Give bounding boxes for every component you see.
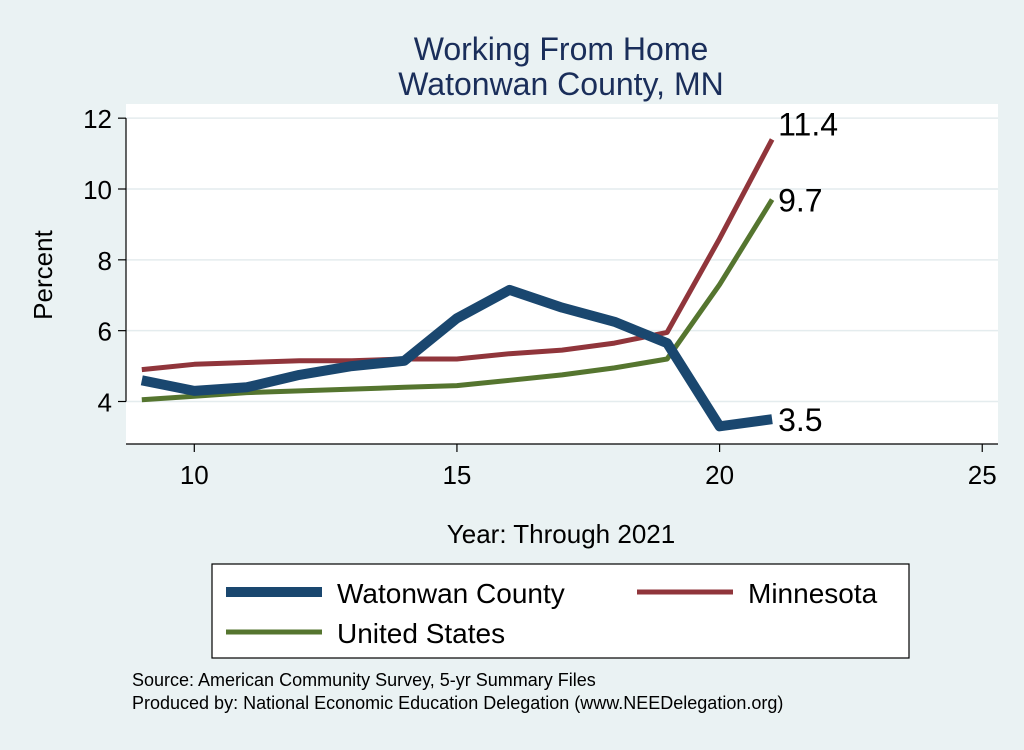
y-axis-title: Percent [28,229,58,319]
legend-label-united-states: United States [337,618,505,649]
series-line-watonwan [140,284,773,432]
plot-area [126,104,998,444]
chart-subtitle: Watonwan County, MN [398,66,723,102]
series-line-minnesota [141,138,775,373]
y-tick-label: 12 [83,104,112,134]
legend: Watonwan County Minnesota United States [211,563,910,659]
legend-box [211,563,910,659]
gridlines [126,117,998,403]
producer-note: Produced by: National Economic Education… [132,693,783,713]
series-line-united-states [141,198,775,403]
x-tick-label: 10 [180,460,209,490]
x-tick-label: 20 [705,460,734,490]
y-tick-label: 10 [83,175,112,205]
y-tick-label: 6 [98,317,112,347]
end-labels: 3.5 11.4 9.7 [778,106,838,438]
y-tick-label: 4 [98,388,112,418]
legend-label-watonwan: Watonwan County [337,578,565,609]
y-tick-label: 8 [98,246,112,276]
x-axis-title: Year: Through 2021 [447,519,675,549]
end-label-watonwan: 3.5 [778,402,822,438]
chart-title: Working From Home [414,31,709,67]
x-tick-label: 15 [442,460,471,490]
source-note: Source: American Community Survey, 5-yr … [132,670,596,690]
x-tick-label: 25 [968,460,997,490]
end-label-minnesota: 11.4 [778,106,838,142]
end-label-united-states: 9.7 [778,183,822,219]
legend-label-minnesota: Minnesota [748,578,878,609]
axes: 4 6 8 10 12 10 15 20 25 [83,104,998,490]
series-lines [140,138,775,432]
